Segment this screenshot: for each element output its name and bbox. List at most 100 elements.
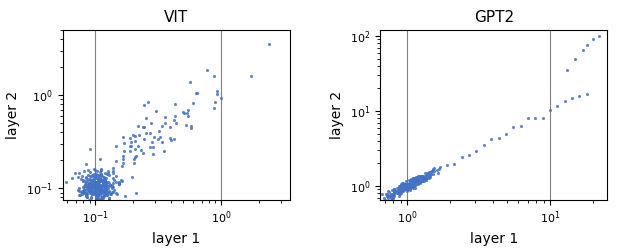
Point <box>570 56 580 60</box>
Point <box>393 188 403 192</box>
X-axis label: layer 1: layer 1 <box>470 232 518 246</box>
Point <box>94 182 104 186</box>
Point <box>85 170 95 174</box>
Point <box>401 184 411 188</box>
Point <box>377 192 387 196</box>
Point <box>401 182 411 186</box>
Point <box>395 186 405 190</box>
Point <box>394 189 404 193</box>
Point <box>407 184 417 188</box>
Point <box>74 193 84 197</box>
Point <box>212 89 222 93</box>
Point <box>405 186 415 190</box>
Point <box>419 178 429 182</box>
Point <box>398 188 408 192</box>
Point <box>427 169 437 173</box>
Point <box>148 145 158 149</box>
Point <box>105 183 115 187</box>
Point <box>90 174 100 178</box>
Point <box>98 181 108 185</box>
Point <box>96 196 106 200</box>
Point <box>424 176 434 180</box>
Point <box>95 188 105 192</box>
Point <box>384 194 394 198</box>
Point <box>415 175 425 179</box>
Point <box>413 178 423 182</box>
Point <box>404 178 414 182</box>
Point <box>493 136 503 140</box>
Point <box>88 180 98 184</box>
Point <box>386 196 396 200</box>
Point <box>108 166 118 170</box>
Point <box>96 166 106 170</box>
Point <box>125 148 135 152</box>
Y-axis label: layer 2: layer 2 <box>331 91 344 139</box>
Point <box>399 186 409 190</box>
Point <box>83 186 93 190</box>
Point <box>422 174 432 178</box>
Point <box>400 183 410 187</box>
Point <box>93 173 103 177</box>
Point <box>413 182 423 186</box>
Point <box>394 189 404 193</box>
Point <box>183 108 193 112</box>
Point <box>86 178 96 182</box>
Point <box>143 100 153 103</box>
Point <box>96 179 106 183</box>
Point <box>401 185 411 189</box>
Point <box>81 176 91 180</box>
Point <box>408 181 418 185</box>
Point <box>382 196 393 200</box>
Point <box>396 182 406 186</box>
Point <box>411 180 421 184</box>
Point <box>101 188 111 192</box>
Point <box>78 178 88 182</box>
Point <box>98 180 108 184</box>
Point <box>401 185 411 189</box>
Point <box>86 196 96 200</box>
Point <box>408 177 418 181</box>
Point <box>402 186 412 190</box>
Point <box>578 48 588 52</box>
Point <box>434 164 444 168</box>
Point <box>99 188 109 192</box>
Point <box>406 177 416 181</box>
Point <box>396 188 406 192</box>
Point <box>91 180 101 184</box>
Point <box>94 188 104 192</box>
Point <box>400 184 410 188</box>
Point <box>94 183 104 187</box>
Point <box>94 188 104 192</box>
Point <box>103 190 113 194</box>
Point <box>83 190 93 194</box>
Point <box>399 188 409 192</box>
Point <box>88 184 98 188</box>
Point <box>95 186 105 190</box>
Point <box>428 172 438 176</box>
Point <box>406 180 416 184</box>
Point <box>94 188 104 192</box>
Point <box>385 194 395 198</box>
Point <box>100 180 110 184</box>
Point <box>402 186 412 190</box>
Point <box>402 182 412 186</box>
Point <box>98 184 108 188</box>
Point <box>88 174 98 178</box>
Point <box>170 114 180 118</box>
Point <box>384 194 394 198</box>
Point <box>432 168 442 172</box>
Point <box>433 167 443 171</box>
Point <box>73 188 83 192</box>
Point <box>389 188 399 192</box>
Point <box>83 182 93 186</box>
Point <box>396 186 406 190</box>
Point <box>91 189 101 193</box>
Point <box>416 176 426 180</box>
Point <box>91 182 101 186</box>
Point <box>404 182 414 186</box>
Point <box>387 193 397 197</box>
Point <box>85 177 95 181</box>
Point <box>87 182 97 186</box>
Point <box>399 185 409 189</box>
Point <box>125 136 135 140</box>
